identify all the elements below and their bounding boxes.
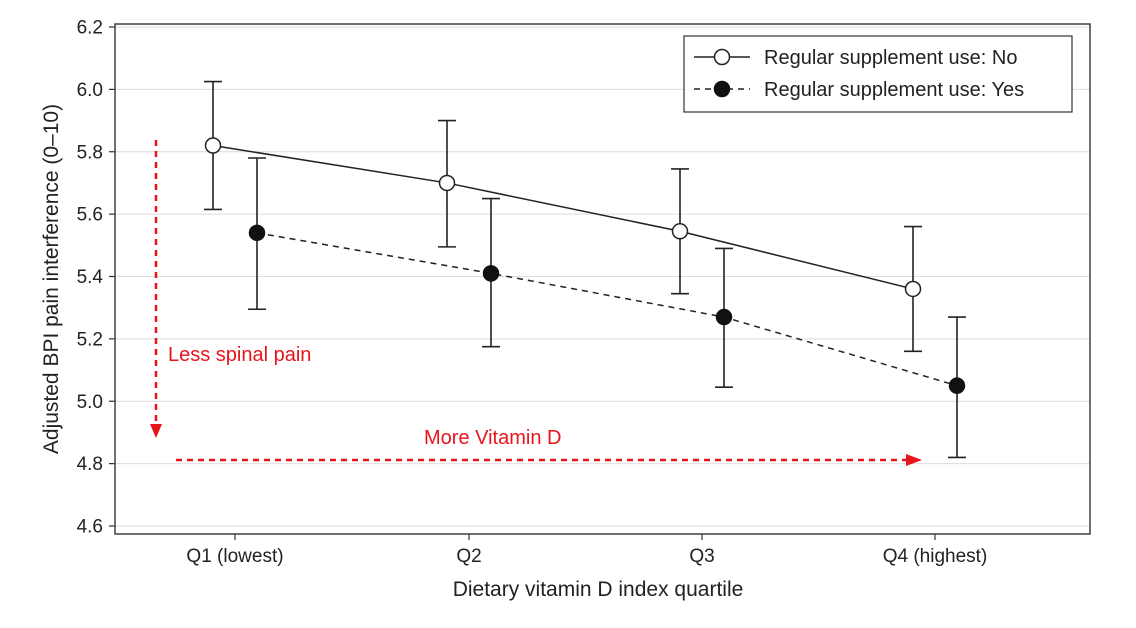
data-point: [204, 137, 222, 154]
y-tick-label: 6.2: [77, 18, 103, 39]
y-axis-ticks: 4.6 4.8 5.0 5.2 5.4 5.6 5.8 6.0 6.2: [77, 18, 115, 538]
data-point: [248, 224, 266, 242]
x-tick-label: Q4 (highest): [883, 546, 988, 567]
y-tick-label: 5.6: [77, 205, 103, 226]
series-line: [256, 232, 958, 387]
annotation-more-vitamin-d: More Vitamin D: [176, 427, 922, 466]
y-tick-label: 5.2: [77, 329, 103, 350]
y-tick-label: 5.0: [77, 392, 103, 413]
x-tick-label: Q2: [456, 546, 481, 567]
series-yes: [248, 157, 966, 459]
data-point: [904, 280, 922, 298]
annotation-label-more-vitamin-d: More Vitamin D: [424, 427, 561, 449]
annotation-less-spinal-pain: Less spinal pain: [150, 140, 311, 438]
data-point: [671, 223, 689, 240]
series-layer: [204, 80, 966, 459]
y-tick-label: 5.8: [77, 142, 103, 163]
legend-label-yes: Regular supplement use: Yes: [764, 79, 1024, 101]
annotation-arrowhead-right: [906, 454, 922, 466]
legend-marker-no: [713, 48, 731, 66]
series-no: [204, 80, 922, 353]
legend-box: [683, 35, 1073, 113]
legend-label-no: Regular supplement use: No: [764, 47, 1017, 69]
x-axis-title: Dietary vitamin D index quartile: [453, 578, 744, 601]
x-axis-ticks: Q1 (lowest) Q2 Q3 Q4 (highest): [186, 534, 987, 567]
plot-frame: [114, 23, 1091, 535]
data-point: [482, 265, 500, 282]
annotation-label-less-spinal-pain: Less spinal pain: [168, 344, 311, 366]
legend: Regular supplement use: No Regular suppl…: [683, 35, 1073, 113]
x-tick-label: Q3: [689, 546, 714, 567]
data-point: [438, 174, 456, 192]
y-tick-label: 5.4: [77, 267, 104, 288]
annotation-arrowhead-down: [150, 424, 162, 438]
y-tick-label: 4.8: [77, 454, 103, 475]
y-axis-title: Adjusted BPI pain interference (0–10): [40, 104, 63, 454]
y-tick-label: 4.6: [77, 517, 103, 538]
data-point: [948, 377, 966, 394]
data-point: [715, 308, 733, 326]
x-tick-label: Q1 (lowest): [186, 546, 283, 567]
y-tick-label: 6.0: [77, 80, 103, 101]
legend-marker-yes: [713, 80, 731, 98]
grid-lines: [115, 26, 1090, 527]
series-line: [212, 144, 914, 290]
